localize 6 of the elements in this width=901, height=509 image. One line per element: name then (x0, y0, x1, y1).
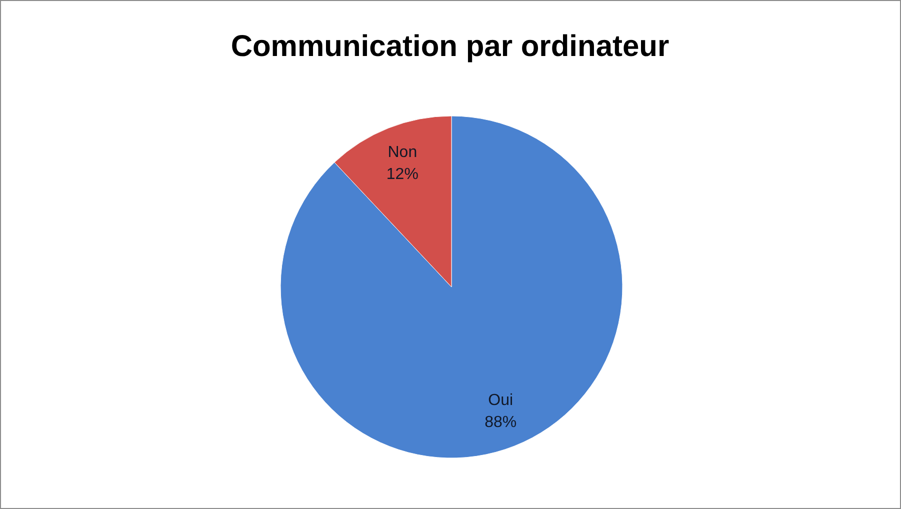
slice-label: Non (388, 144, 418, 162)
chart-title: Communication par ordinateur (230, 30, 670, 63)
data-label: 12% (386, 166, 418, 184)
pie-slice (280, 116, 623, 458)
data-label: 88% (484, 414, 517, 432)
slice-label: Oui (488, 392, 514, 410)
